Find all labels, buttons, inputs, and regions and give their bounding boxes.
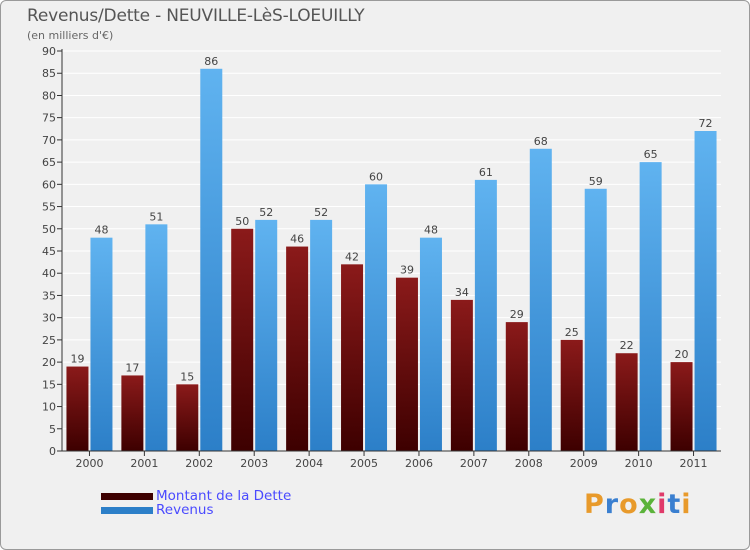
legend-item-revenue: Revenus [101,502,214,518]
bar-revenue [200,68,223,452]
bar-debt [505,322,528,451]
bar-debt [66,366,89,451]
x-tick-label: 2007 [460,457,488,470]
y-tick-label: 75 [42,112,56,125]
data-label-debt: 46 [290,233,304,246]
chart-subtitle: (en milliers d'€) [27,29,114,42]
data-label-debt: 25 [565,326,579,339]
data-label-debt: 34 [455,286,469,299]
legend-item-debt: Montant de la Dette [101,488,292,504]
data-label-debt: 29 [510,308,524,321]
bar-revenue [584,188,607,451]
grid-lines [62,50,721,430]
x-tick-label: 2010 [625,457,653,470]
bar-revenue [694,131,717,451]
data-label-debt: 19 [70,353,84,366]
x-tick-label: 2005 [350,457,378,470]
x-tick-label: 2004 [295,457,323,470]
x-tick-label: 2008 [515,457,543,470]
data-label-debt: 39 [400,264,414,277]
data-label-debt: 15 [180,370,194,383]
data-label-revenue: 59 [589,175,603,188]
legend-swatch-debt [101,492,153,500]
data-label-revenue: 52 [259,206,273,219]
bar-revenue [145,224,168,451]
bar-debt [121,375,144,451]
bar-revenue [419,237,442,451]
bar-chart: 1948175115865052465242603948346129682559… [42,45,721,470]
x-tick-label: 2006 [405,457,433,470]
data-label-debt: 22 [620,339,634,352]
bars: 19 48 17 51 15 86 50 52 46 52 42 60 39 48 34 61 29 68 25 59… [66,55,717,452]
bar-revenue [474,179,497,451]
y-tick-label: 30 [42,312,56,325]
y-tick-label: 45 [42,245,56,258]
bar-debt [341,264,364,451]
data-label-revenue: 48 [424,224,438,237]
y-tick-label: 80 [42,89,56,102]
data-label-revenue: 72 [699,117,713,130]
bar-revenue [310,219,333,451]
bar-revenue [255,219,278,451]
chart-title: Revenus/Dette - NEUVILLE-LèS-LOEUILLY [27,6,365,26]
bar-debt [395,277,418,451]
x-tick-label: 2000 [75,457,103,470]
y-tick-label: 50 [42,223,56,236]
bar-revenue [639,162,662,451]
legend-swatch-revenue [101,506,153,514]
legend-label-revenue: Revenus [156,502,214,518]
bar-revenue [529,148,552,451]
data-label-revenue: 52 [314,206,328,219]
data-label-revenue: 61 [479,166,493,179]
data-label-debt: 50 [235,215,249,228]
proxiti-logo: Proxiti [584,489,692,520]
bar-debt [176,384,199,451]
x-tick-label: 2003 [240,457,268,470]
data-label-revenue: 60 [369,170,383,183]
bar-revenue [365,184,388,452]
y-tick-label: 55 [42,201,56,214]
data-label-revenue: 68 [534,135,548,148]
axes: 0 5 10 15 20 25 30 35 40 45 50 55 60 65 70 75 80 85 90 2000… [42,45,721,470]
y-tick-label: 40 [42,267,56,280]
y-tick-label: 0 [49,445,56,458]
y-tick-label: 10 [42,401,56,414]
bar-debt [615,353,638,451]
y-tick-label: 20 [42,356,56,369]
x-tick-label: 2002 [185,457,213,470]
y-tick-label: 60 [42,178,56,191]
data-label-revenue: 65 [644,148,658,161]
bar-revenue [90,237,113,451]
x-tick-label: 2011 [680,457,708,470]
bar-debt [286,246,309,451]
data-label-revenue: 48 [94,224,108,237]
bar-debt [560,339,583,451]
bar-debt [450,299,473,451]
legend-label-debt: Montant de la Dette [156,488,292,504]
x-tick-label: 2001 [130,457,158,470]
x-tick-label: 2009 [570,457,598,470]
data-label-debt: 20 [675,348,689,361]
y-tick-label: 5 [49,423,56,436]
y-tick-label: 85 [42,67,56,80]
data-label-revenue: 51 [149,210,163,223]
y-tick-label: 65 [42,156,56,169]
y-tick-label: 25 [42,334,56,347]
data-label-revenue: 86 [204,55,218,68]
bar-debt [231,228,254,451]
data-label-debt: 42 [345,250,359,263]
y-tick-label: 35 [42,289,56,302]
bar-debt [670,362,693,451]
y-tick-label: 90 [42,45,56,58]
y-tick-label: 15 [42,378,56,391]
y-tick-label: 70 [42,134,56,147]
data-label-debt: 17 [125,361,139,374]
